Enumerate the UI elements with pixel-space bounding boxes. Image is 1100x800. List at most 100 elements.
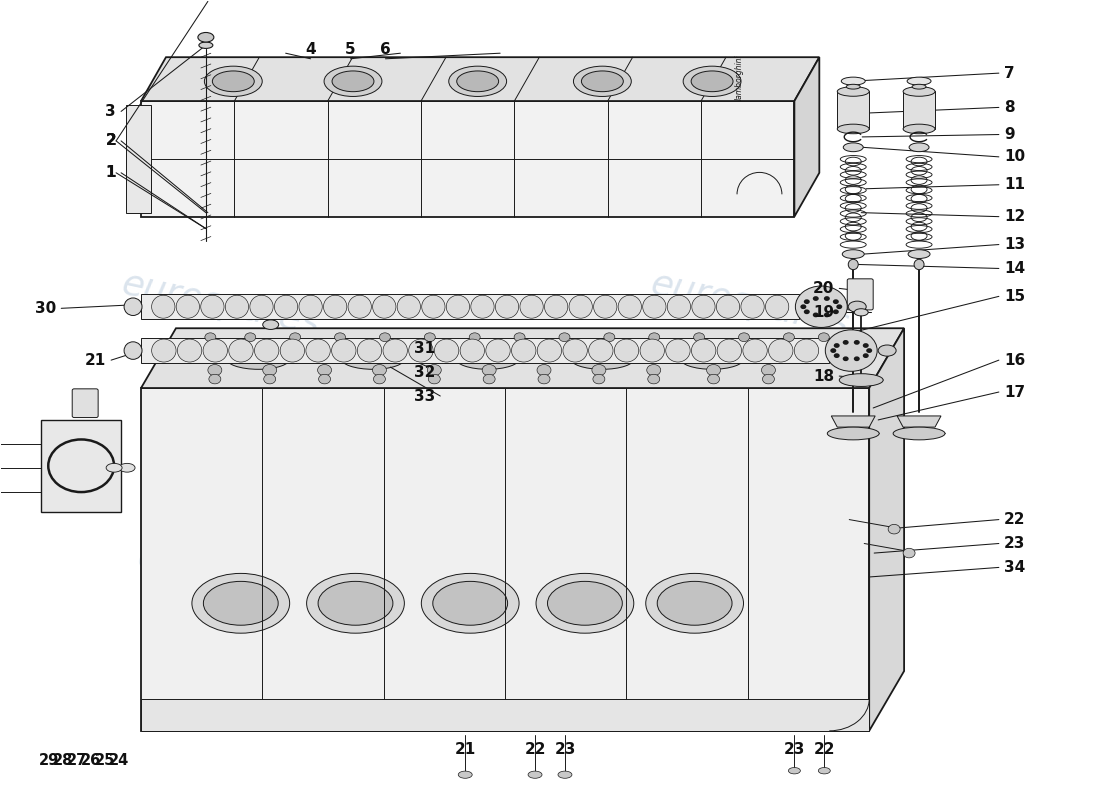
Ellipse shape [460, 339, 484, 362]
Circle shape [334, 333, 345, 342]
Ellipse shape [646, 574, 744, 633]
Ellipse shape [855, 309, 868, 316]
Polygon shape [141, 294, 800, 319]
Circle shape [694, 333, 705, 342]
Polygon shape [869, 328, 904, 731]
Circle shape [538, 374, 550, 384]
Circle shape [559, 333, 570, 342]
Text: 19: 19 [813, 305, 834, 320]
Circle shape [707, 374, 719, 384]
Ellipse shape [903, 124, 935, 134]
Ellipse shape [582, 71, 624, 92]
Circle shape [833, 299, 839, 304]
Ellipse shape [912, 84, 926, 89]
Ellipse shape [318, 582, 393, 626]
Ellipse shape [250, 295, 273, 318]
Polygon shape [832, 416, 876, 427]
Circle shape [813, 313, 818, 318]
Ellipse shape [548, 582, 623, 626]
Circle shape [830, 348, 836, 353]
Ellipse shape [124, 298, 142, 315]
Circle shape [825, 330, 877, 371]
Text: 22: 22 [525, 742, 546, 757]
Ellipse shape [152, 295, 175, 318]
Polygon shape [794, 57, 820, 217]
Ellipse shape [741, 295, 764, 318]
Circle shape [319, 374, 331, 384]
Circle shape [836, 304, 843, 309]
Polygon shape [141, 338, 829, 363]
Ellipse shape [692, 339, 716, 362]
Circle shape [482, 365, 496, 376]
Ellipse shape [846, 84, 860, 89]
FancyBboxPatch shape [847, 279, 873, 310]
Circle shape [648, 374, 660, 384]
Ellipse shape [692, 295, 715, 318]
Ellipse shape [307, 574, 405, 633]
Text: eurospares: eurospares [134, 543, 307, 607]
Ellipse shape [280, 339, 305, 362]
Text: 24: 24 [109, 753, 129, 768]
Ellipse shape [204, 339, 228, 362]
Text: 29: 29 [40, 753, 59, 768]
Circle shape [604, 333, 615, 342]
Circle shape [593, 374, 605, 384]
Ellipse shape [528, 771, 542, 778]
Text: 23: 23 [783, 742, 805, 757]
Text: 32: 32 [414, 365, 436, 379]
Ellipse shape [176, 295, 199, 318]
Text: 30: 30 [35, 301, 56, 316]
Ellipse shape [668, 295, 691, 318]
Circle shape [264, 374, 276, 384]
Ellipse shape [455, 347, 520, 370]
Ellipse shape [618, 295, 641, 318]
Ellipse shape [914, 259, 924, 270]
Text: 4: 4 [306, 42, 316, 57]
Ellipse shape [520, 295, 543, 318]
Circle shape [804, 310, 810, 314]
Ellipse shape [588, 339, 613, 362]
Ellipse shape [683, 66, 741, 97]
Ellipse shape [818, 767, 830, 774]
Ellipse shape [421, 574, 519, 633]
Text: 13: 13 [1004, 237, 1025, 252]
Circle shape [843, 356, 849, 361]
Ellipse shape [512, 339, 536, 362]
Polygon shape [903, 91, 935, 129]
Ellipse shape [331, 339, 356, 362]
Ellipse shape [495, 295, 519, 318]
Ellipse shape [614, 339, 639, 362]
Ellipse shape [199, 42, 213, 49]
Text: 23: 23 [554, 742, 575, 757]
Ellipse shape [569, 295, 593, 318]
Ellipse shape [657, 582, 732, 626]
Ellipse shape [839, 374, 883, 386]
Ellipse shape [358, 339, 382, 362]
Text: 31: 31 [415, 341, 436, 356]
Circle shape [813, 296, 818, 301]
Polygon shape [837, 91, 869, 129]
Circle shape [373, 374, 385, 384]
Text: 27: 27 [67, 753, 87, 768]
Polygon shape [141, 699, 869, 731]
Ellipse shape [459, 771, 472, 778]
Ellipse shape [324, 66, 382, 97]
Ellipse shape [893, 427, 945, 440]
Circle shape [514, 333, 525, 342]
Ellipse shape [844, 143, 864, 152]
Circle shape [804, 299, 810, 304]
Ellipse shape [254, 339, 279, 362]
Ellipse shape [766, 295, 789, 318]
Circle shape [318, 365, 331, 376]
Ellipse shape [119, 463, 135, 472]
Ellipse shape [909, 250, 929, 258]
Text: 14: 14 [1004, 261, 1025, 276]
Polygon shape [141, 388, 869, 731]
Text: eurospares: eurospares [647, 266, 851, 342]
Ellipse shape [909, 143, 929, 152]
Ellipse shape [409, 339, 433, 362]
Text: 2: 2 [106, 134, 117, 149]
Circle shape [245, 333, 255, 342]
Polygon shape [42, 420, 121, 512]
Ellipse shape [471, 295, 494, 318]
